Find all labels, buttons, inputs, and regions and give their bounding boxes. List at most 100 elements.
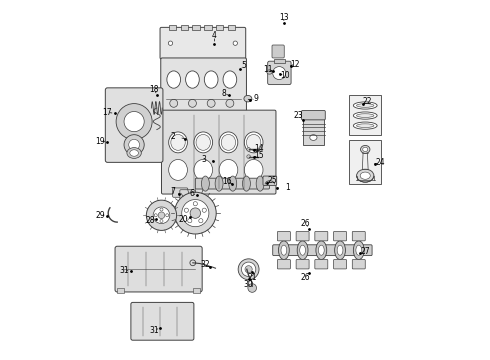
Ellipse shape: [353, 102, 377, 109]
Text: 22: 22: [363, 97, 372, 106]
Ellipse shape: [310, 135, 317, 140]
Circle shape: [182, 199, 209, 227]
Ellipse shape: [170, 99, 178, 107]
Text: 16: 16: [222, 177, 232, 186]
Text: 30: 30: [244, 280, 253, 289]
FancyBboxPatch shape: [315, 260, 328, 269]
FancyBboxPatch shape: [272, 45, 284, 58]
Ellipse shape: [267, 70, 272, 74]
Bar: [349, 140, 381, 184]
Bar: [349, 95, 381, 135]
Text: 20: 20: [179, 215, 189, 224]
FancyBboxPatch shape: [334, 260, 346, 269]
Text: 8: 8: [222, 89, 229, 98]
Text: 12: 12: [291, 60, 300, 69]
Bar: [303, 119, 324, 145]
Circle shape: [116, 104, 152, 140]
Circle shape: [160, 208, 163, 211]
Circle shape: [247, 155, 250, 158]
Ellipse shape: [204, 71, 218, 88]
Ellipse shape: [219, 159, 238, 180]
Ellipse shape: [353, 122, 377, 129]
Text: 14: 14: [254, 144, 264, 153]
FancyBboxPatch shape: [162, 110, 276, 194]
Text: 3: 3: [201, 154, 213, 163]
Ellipse shape: [357, 169, 374, 182]
Circle shape: [247, 148, 250, 151]
Ellipse shape: [281, 245, 287, 255]
FancyBboxPatch shape: [315, 231, 328, 241]
Ellipse shape: [221, 134, 236, 150]
Circle shape: [233, 41, 238, 45]
Ellipse shape: [189, 99, 196, 107]
Ellipse shape: [337, 245, 343, 255]
Ellipse shape: [360, 172, 370, 179]
Text: 10: 10: [280, 71, 290, 80]
Text: 27: 27: [361, 247, 370, 256]
Circle shape: [154, 214, 157, 217]
Ellipse shape: [245, 266, 252, 273]
Circle shape: [202, 208, 206, 212]
FancyBboxPatch shape: [160, 27, 245, 59]
FancyBboxPatch shape: [263, 176, 277, 185]
Ellipse shape: [127, 148, 141, 158]
Ellipse shape: [229, 176, 237, 191]
Text: 26: 26: [301, 274, 310, 282]
Circle shape: [193, 202, 197, 206]
Ellipse shape: [361, 145, 370, 153]
Ellipse shape: [300, 245, 305, 255]
Text: 1: 1: [277, 184, 290, 192]
Ellipse shape: [215, 176, 223, 191]
Ellipse shape: [357, 104, 374, 107]
Ellipse shape: [201, 176, 209, 191]
Bar: [169, 25, 176, 30]
FancyBboxPatch shape: [131, 302, 194, 340]
Text: 25: 25: [267, 176, 277, 185]
FancyBboxPatch shape: [172, 188, 188, 197]
Ellipse shape: [238, 259, 259, 280]
FancyBboxPatch shape: [296, 231, 309, 241]
Circle shape: [273, 67, 286, 80]
Circle shape: [169, 41, 172, 45]
Circle shape: [190, 208, 200, 218]
Ellipse shape: [353, 241, 364, 260]
Ellipse shape: [130, 150, 139, 156]
Text: 6: 6: [189, 189, 195, 198]
Ellipse shape: [245, 132, 263, 153]
Text: 29: 29: [96, 211, 105, 220]
Bar: [180, 25, 188, 30]
Circle shape: [166, 214, 169, 217]
FancyBboxPatch shape: [105, 88, 163, 162]
Circle shape: [147, 200, 176, 230]
Text: 17: 17: [103, 108, 112, 117]
Ellipse shape: [169, 159, 187, 180]
FancyBboxPatch shape: [277, 231, 291, 241]
Ellipse shape: [246, 134, 261, 150]
Bar: [216, 25, 223, 30]
Bar: [204, 25, 212, 30]
Circle shape: [124, 112, 144, 132]
Text: 5: 5: [242, 61, 247, 70]
Text: 31: 31: [149, 326, 159, 335]
Circle shape: [129, 139, 140, 150]
FancyBboxPatch shape: [196, 178, 270, 189]
Ellipse shape: [356, 245, 362, 255]
Text: 28: 28: [146, 216, 155, 225]
Ellipse shape: [194, 132, 213, 153]
Text: 32: 32: [200, 260, 210, 269]
Text: 31: 31: [120, 266, 129, 275]
Circle shape: [199, 219, 203, 223]
Bar: [193, 288, 200, 293]
Text: 4: 4: [212, 31, 217, 41]
Bar: [274, 59, 285, 63]
Ellipse shape: [243, 176, 250, 191]
Ellipse shape: [318, 245, 324, 255]
Ellipse shape: [223, 71, 237, 88]
FancyBboxPatch shape: [273, 245, 372, 256]
Ellipse shape: [335, 241, 345, 260]
Text: 11: 11: [264, 65, 273, 74]
FancyBboxPatch shape: [296, 260, 309, 269]
Ellipse shape: [244, 95, 252, 102]
FancyBboxPatch shape: [301, 111, 325, 120]
Circle shape: [184, 208, 189, 212]
